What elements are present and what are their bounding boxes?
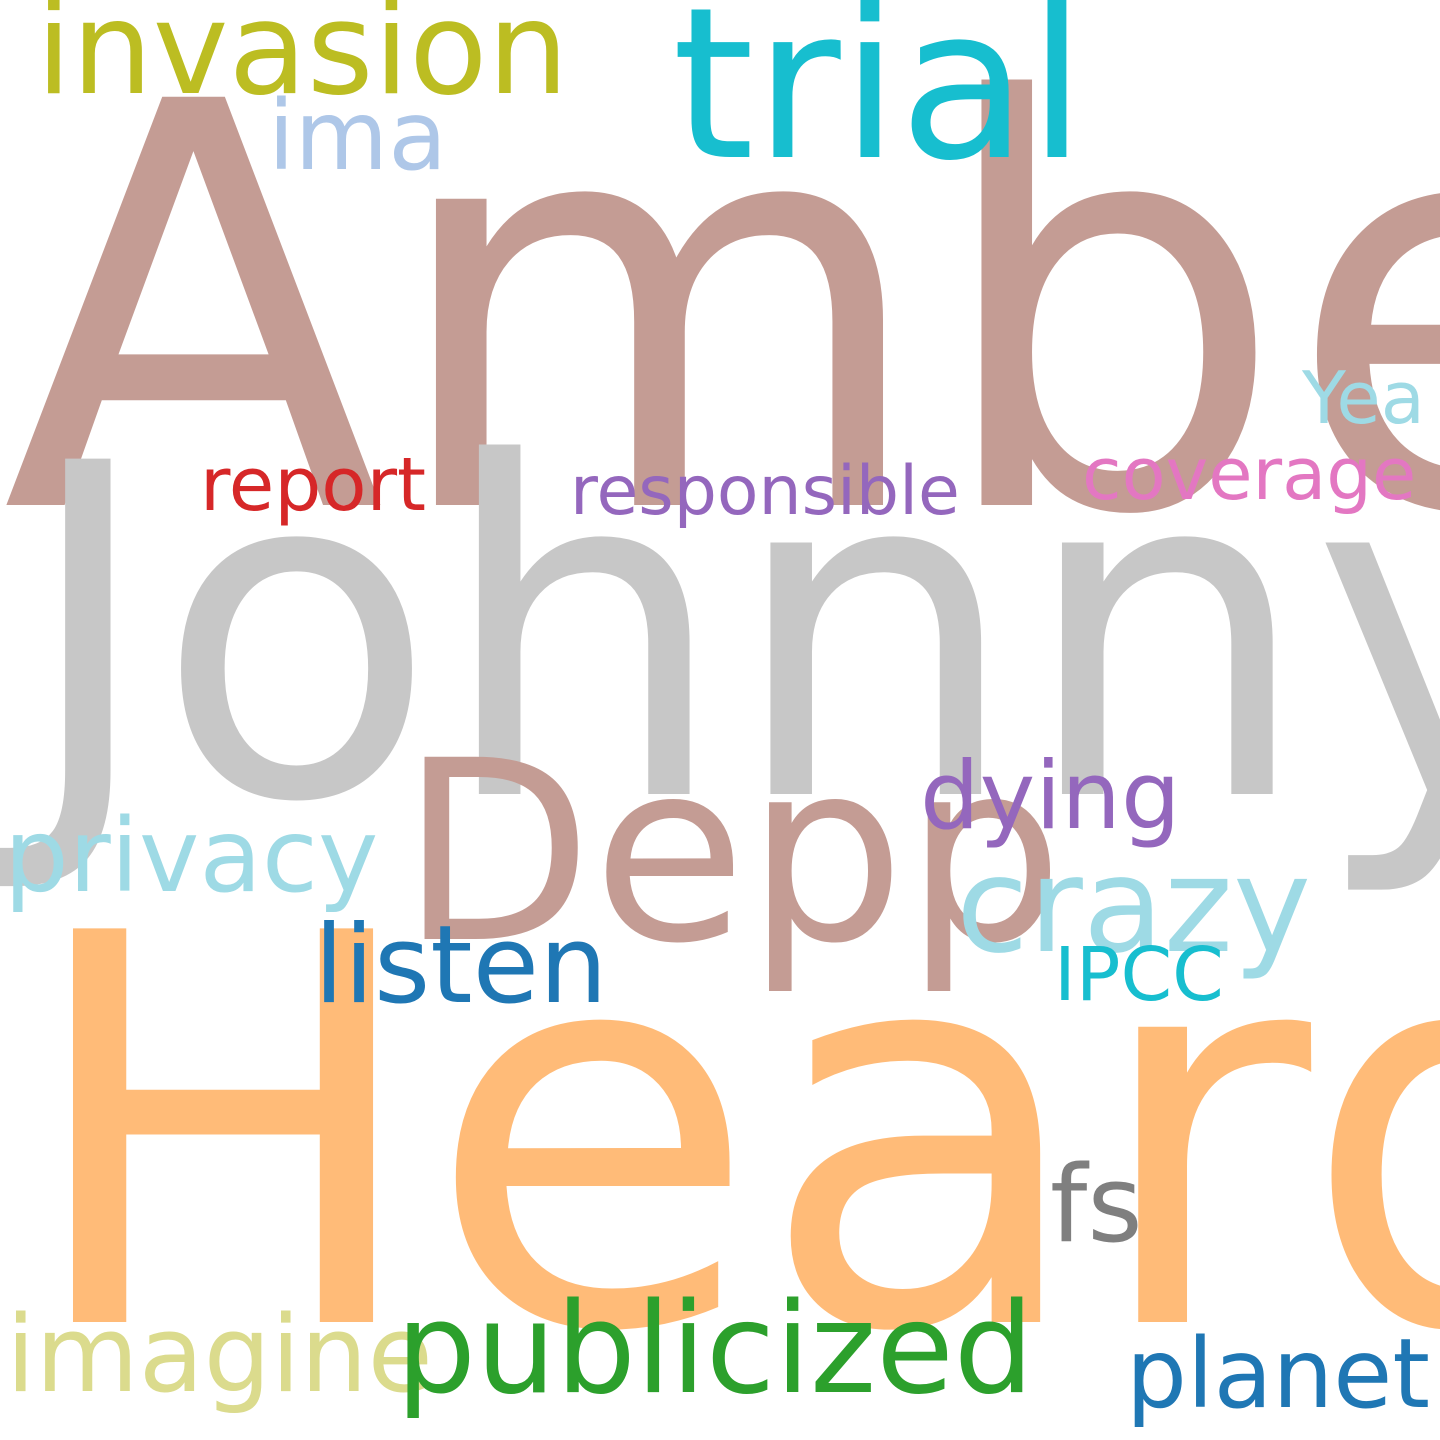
word-depp: Depp — [400, 707, 1064, 998]
word-invasion: invasion — [36, 0, 569, 124]
word-johnny: Johnny — [20, 368, 1440, 903]
word-yea: Yea — [1302, 356, 1425, 440]
word-responsible: responsible — [570, 452, 960, 531]
word-heard: Heard — [20, 822, 1440, 1440]
word-coverage: coverage — [1082, 432, 1417, 516]
word-ipcc: IPCC — [1054, 932, 1224, 1018]
word-listen: listen — [314, 903, 608, 1028]
word-crazy: crazy — [956, 829, 1312, 983]
word-trial: trial — [672, 0, 1087, 207]
word-dying: dying — [920, 742, 1181, 851]
word-ima: ima — [268, 80, 448, 192]
word-privacy: privacy — [4, 797, 379, 916]
word-imagine: imagine — [6, 1293, 433, 1416]
word-amber: Amber — [2, 0, 1440, 638]
word-report: report — [200, 442, 427, 528]
word-planet: planet — [1126, 1318, 1430, 1430]
word-publicized: publicized — [396, 1275, 1034, 1422]
word-fs: fs — [1050, 1143, 1143, 1266]
